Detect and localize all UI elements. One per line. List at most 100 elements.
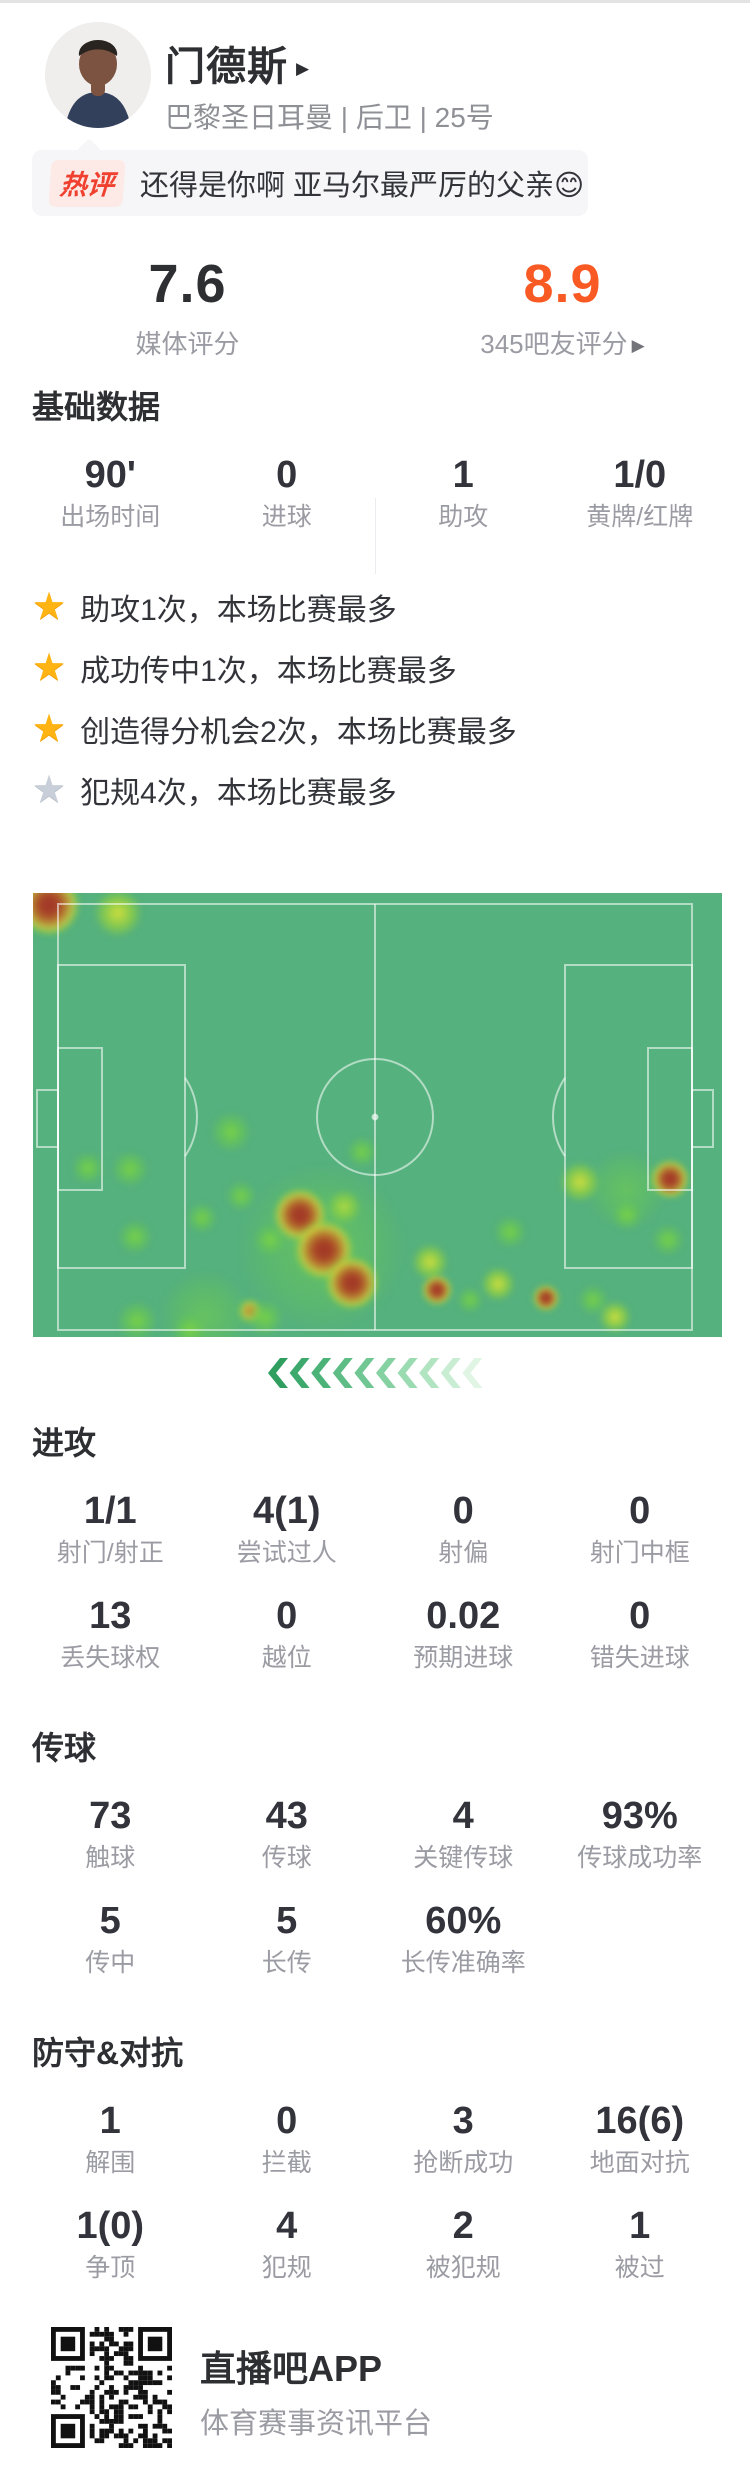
stat-label: 丢失球权 [60, 1644, 161, 1672]
stat-row: 1(0) 争顶 4 犯规 2 被犯规 1 被过 [22, 2203, 728, 2284]
stat-value: 93% [601, 1795, 678, 1837]
media-rating-value: 7.6 [148, 254, 227, 314]
stat-label: 助攻 [438, 503, 489, 531]
heat-point [611, 1199, 642, 1230]
fans-rating[interactable]: 8.9 345吧友评分 ▶ [375, 240, 750, 370]
stat-label: 传球 [261, 1844, 312, 1872]
stat-row: 73 触球 43 传球 4 关键传球 93% 传球成功率 [22, 1793, 728, 1874]
star-icon: ★ [32, 768, 67, 811]
position-heatmap [33, 893, 722, 1337]
stat-row: 90' 出场时间 0 进球 1 助攻 1/0 黄牌/红牌 [22, 452, 728, 533]
stat-row: 13 丢失球权 0 越位 0.02 预期进球 0 错失进球 [22, 1593, 728, 1674]
hot-comment-bar[interactable]: 热评 还得是你啊 亚马尔最严厉的父亲😊 [32, 150, 588, 216]
stat-value: 0 [629, 1490, 651, 1532]
stat-cell: 4 犯规 [199, 2203, 376, 2284]
stat-row: 1/1 射门/射正 4(1) 尝试过人 0 射偏 0 射门中框 [22, 1488, 728, 1569]
stat-label: 地面对抗 [589, 2149, 690, 2177]
stat-cell: 4 关键传球 [375, 1793, 552, 1874]
highlight-text: 成功传中1次，本场比赛最多 [80, 654, 457, 688]
media-rating-label: 媒体评分 [135, 329, 240, 359]
stat-label: 射偏 [438, 1539, 489, 1567]
stat-cell: 13 丢失球权 [22, 1593, 199, 1674]
hot-comment-badge: 热评 [48, 159, 126, 207]
stat-cell: 0 拦截 [199, 2098, 376, 2179]
highlight-row: ★ 犯规4次，本场比赛最多 [32, 759, 397, 820]
app-name: 直播吧APP [200, 2348, 383, 2389]
stat-cell: 1 解围 [22, 2098, 199, 2179]
player-meta: 巴黎圣日耳曼 | 后卫 | 25号 [165, 102, 494, 133]
star-icon: ★ [32, 585, 67, 628]
section-passing: 传球 73 触球 43 传球 4 关键传球 93% 传球成功率 5 传中 5 长传 60% 长传准确率 [0, 1727, 750, 2003]
heat-point [421, 1274, 452, 1305]
heat-point [186, 1203, 217, 1233]
heat-point [481, 1267, 516, 1302]
stat-value: 1 [99, 2100, 121, 2142]
heat-point [72, 1151, 105, 1184]
heat-point [117, 1220, 152, 1255]
heat-point [560, 1162, 601, 1203]
stat-cell: 1 被过 [552, 2203, 729, 2284]
stat-label: 抢断成功 [413, 2149, 514, 2177]
section-defense: 防守&对抗 1 解围 0 拦截 3 抢断成功 16(6) 地面对抗 1(0) 争顶 4 犯规 2 被犯规 1… [0, 2032, 750, 2308]
pitch-lines [36, 903, 714, 1331]
heat-point [533, 1284, 560, 1311]
heat-point [210, 1111, 251, 1152]
stat-value: 1/0 [613, 454, 667, 496]
heat-point [578, 1285, 609, 1316]
highlight-row: ★ 助攻1次，本场比赛最多 [32, 576, 397, 637]
section-defense-title: 防守&对抗 [32, 2035, 184, 2071]
star-icon: ★ [32, 707, 67, 750]
media-rating: 7.6 媒体评分 [0, 240, 375, 370]
heat-point [326, 1256, 378, 1309]
stat-cell: 1/0 黄牌/红牌 [552, 452, 729, 533]
stat-cell: 60% 长传准确率 [375, 1898, 552, 1979]
stat-cell: 0 错失进球 [552, 1593, 729, 1674]
stat-row: 1 解围 0 拦截 3 抢断成功 16(6) 地面对抗 [22, 2098, 728, 2179]
highlight-text: 创造得分机会2次，本场比赛最多 [80, 715, 517, 749]
player-name[interactable]: 门德斯 ▶ [165, 45, 311, 89]
stat-label: 尝试过人 [236, 1539, 337, 1567]
stat-label: 预期进球 [413, 1644, 514, 1672]
stat-cell: 73 触球 [22, 1793, 199, 1874]
stat-label: 触球 [85, 1844, 136, 1872]
stat-value: 3 [452, 2100, 474, 2142]
star-icon: ★ [32, 646, 67, 689]
stat-label: 争顶 [85, 2254, 136, 2282]
app-qr-code[interactable] [51, 2327, 172, 2448]
section-basic-title: 基础数据 [32, 389, 161, 425]
stat-cell: 90' 出场时间 [22, 452, 199, 533]
stat-value: 60% [425, 1900, 502, 1942]
stat-label: 关键传球 [413, 1844, 514, 1872]
highlight-row: ★ 成功传中1次，本场比赛最多 [32, 637, 457, 698]
stat-value: 0 [276, 2100, 298, 2142]
stat-value: 16(6) [595, 2100, 685, 2142]
fans-rating-label[interactable]: 345吧友评分 ▶ [480, 329, 645, 359]
app-slogan: 体育赛事资讯平台 [200, 2408, 433, 2440]
heat-point [117, 1301, 158, 1337]
stat-value: 0 [629, 1595, 651, 1637]
hot-comment-text: 还得是你啊 亚马尔最严厉的父亲😊 [140, 170, 585, 202]
ratings-row: 7.6 媒体评分 8.9 345吧友评分 ▶ [0, 240, 750, 574]
stat-label: 进球 [261, 503, 312, 531]
stat-label: 拦截 [261, 2149, 312, 2177]
heat-point [93, 893, 142, 937]
heat-point [456, 1287, 483, 1314]
heat-point [254, 1224, 287, 1257]
stat-label: 长传 [261, 1949, 312, 1977]
stat-cell: 1(0) 争顶 [22, 2203, 199, 2284]
stat-cell: 0 越位 [199, 1593, 376, 1674]
stat-cell: 0 进球 [199, 452, 376, 533]
stat-cell: 3 抢断成功 [375, 2098, 552, 2179]
heat-point [173, 1312, 208, 1337]
stat-label: 解围 [85, 2149, 136, 2177]
stat-cell: 16(6) 地面对抗 [552, 2098, 729, 2179]
stat-value: 4 [276, 2205, 298, 2247]
ratings-divider [375, 498, 376, 574]
player-detail-arrow-icon[interactable]: ▶ [296, 59, 311, 78]
heat-point [651, 1159, 690, 1198]
stat-value: 1 [452, 454, 474, 496]
top-divider [0, 0, 750, 3]
stat-label: 传中 [85, 1949, 136, 1977]
stat-value: 4(1) [252, 1490, 321, 1532]
player-avatar[interactable] [45, 22, 151, 128]
